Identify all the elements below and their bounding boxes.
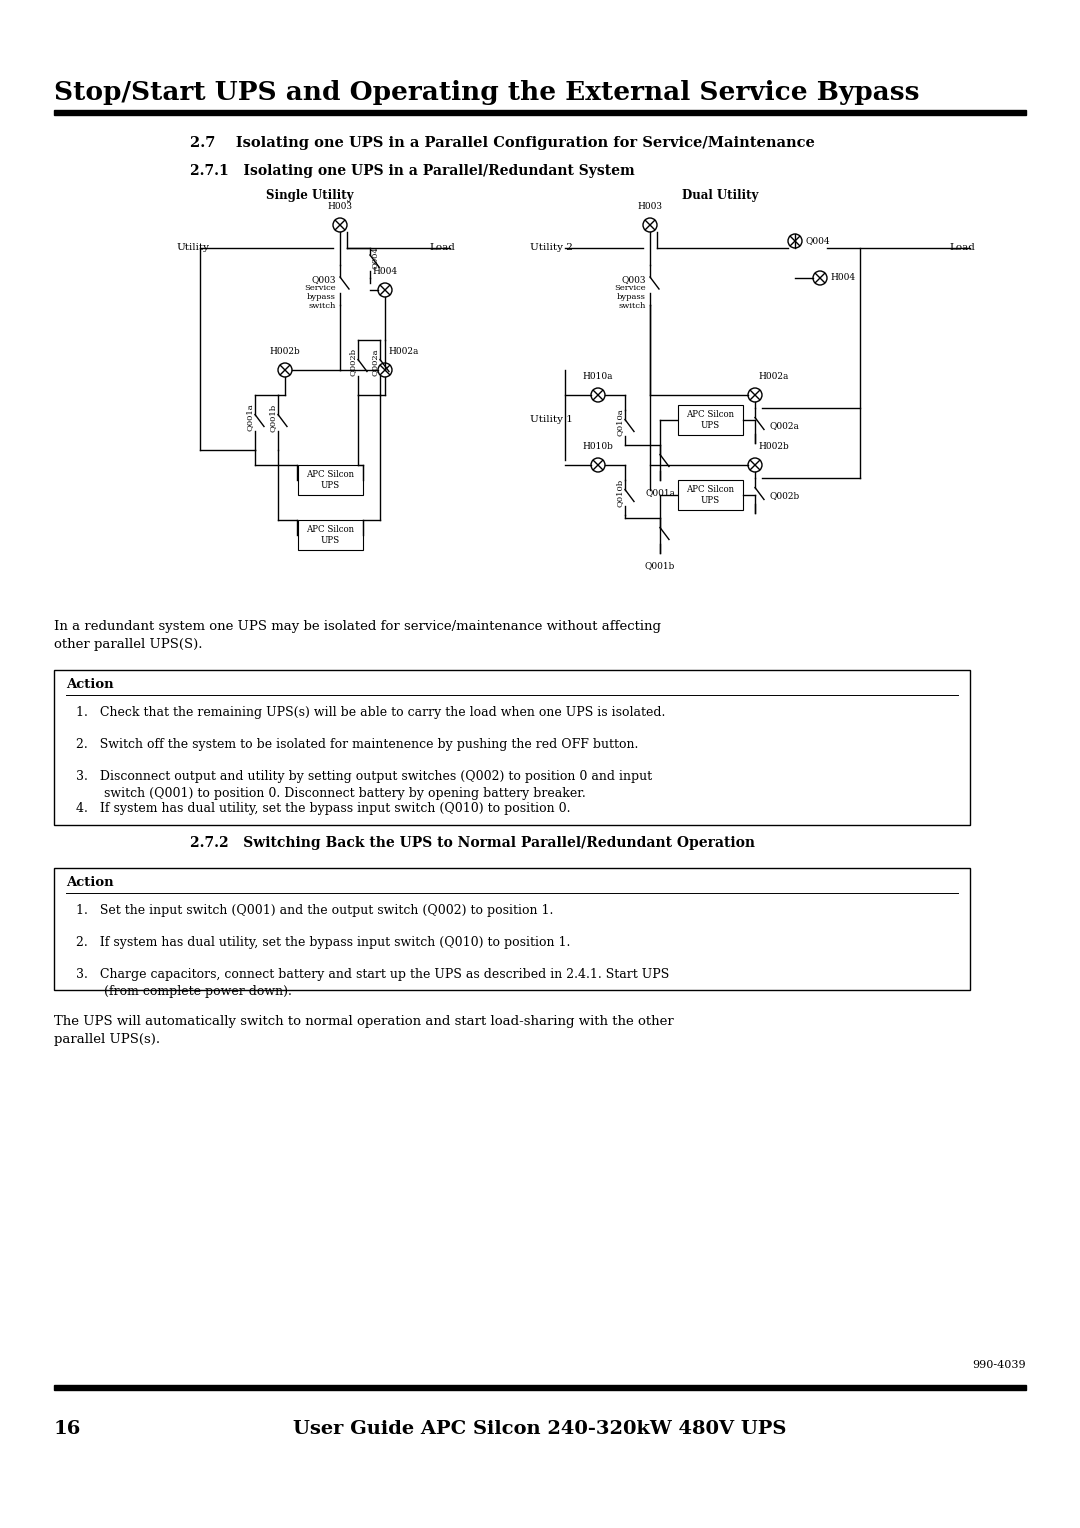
Text: Utility 2: Utility 2 — [530, 243, 572, 252]
Text: Q001b: Q001b — [645, 561, 675, 570]
Text: Load: Load — [949, 243, 975, 252]
Text: APC Silcon
UPS: APC Silcon UPS — [306, 526, 354, 544]
Text: Q010a: Q010a — [616, 408, 624, 437]
Text: Stop/Start UPS and Operating the External Service Bypass: Stop/Start UPS and Operating the Externa… — [54, 79, 919, 105]
Text: 2.7    Isolating one UPS in a Parallel Configuration for Service/Maintenance: 2.7 Isolating one UPS in a Parallel Conf… — [190, 136, 815, 150]
Text: H004: H004 — [831, 274, 855, 283]
Text: H004: H004 — [373, 267, 397, 277]
Text: H002b: H002b — [758, 442, 788, 451]
Text: APC Silcon
UPS: APC Silcon UPS — [686, 411, 734, 429]
Text: 16: 16 — [54, 1420, 81, 1438]
Text: Utility 1: Utility 1 — [530, 416, 572, 425]
Text: H002a: H002a — [758, 371, 788, 380]
Text: H010b: H010b — [582, 442, 613, 451]
Bar — [677, 480, 743, 510]
Text: Service
bypass
switch: Service bypass switch — [305, 284, 336, 310]
Text: Action: Action — [66, 876, 113, 889]
Text: 990-4039: 990-4039 — [972, 1360, 1026, 1371]
Text: 1.   Set the input switch (Q001) and the output switch (Q002) to position 1.: 1. Set the input switch (Q001) and the o… — [76, 905, 553, 917]
Text: H003: H003 — [637, 202, 662, 211]
Text: Q002b: Q002b — [349, 348, 357, 376]
Text: 3.   Disconnect output and utility by setting output switches (Q002) to position: 3. Disconnect output and utility by sett… — [76, 770, 652, 799]
Text: 2.7.2   Switching Back the UPS to Normal Parallel/Redundant Operation: 2.7.2 Switching Back the UPS to Normal P… — [190, 836, 755, 850]
Text: H003: H003 — [327, 202, 352, 211]
Text: Q003: Q003 — [621, 275, 646, 284]
Text: Load: Load — [429, 243, 455, 252]
Text: The UPS will automatically switch to normal operation and start load-sharing wit: The UPS will automatically switch to nor… — [54, 1015, 674, 1047]
Text: APC Silcon
UPS: APC Silcon UPS — [306, 471, 354, 489]
Text: Q001b: Q001b — [269, 403, 276, 431]
Text: H002a: H002a — [388, 347, 418, 356]
Text: In a redundant system one UPS may be isolated for service/maintenance without af: In a redundant system one UPS may be iso… — [54, 620, 661, 651]
Text: Q004: Q004 — [805, 237, 829, 246]
Bar — [54, 868, 970, 990]
Text: Action: Action — [66, 678, 113, 691]
Text: 1.   Check that the remaining UPS(s) will be able to carry the load when one UPS: 1. Check that the remaining UPS(s) will … — [76, 706, 665, 720]
Bar — [297, 520, 363, 550]
Bar — [54, 110, 1026, 115]
Text: Q001a: Q001a — [246, 403, 254, 431]
Text: 2.   Switch off the system to be isolated for maintenence by pushing the red OFF: 2. Switch off the system to be isolated … — [76, 738, 638, 750]
Text: 3.   Charge capacitors, connect battery and start up the UPS as described in 2.4: 3. Charge capacitors, connect battery an… — [76, 969, 670, 998]
Bar — [297, 465, 363, 495]
Text: Dual Utility: Dual Utility — [681, 189, 758, 202]
Text: H010a: H010a — [583, 371, 613, 380]
Text: APC Silcon
UPS: APC Silcon UPS — [686, 486, 734, 504]
Text: Service
bypass
switch: Service bypass switch — [615, 284, 646, 310]
Text: 4.   If system has dual utility, set the bypass input switch (Q010) to position : 4. If system has dual utility, set the b… — [76, 802, 570, 814]
Bar — [677, 405, 743, 435]
Text: Q010b: Q010b — [616, 478, 624, 507]
Text: 2.   If system has dual utility, set the bypass input switch (Q010) to position : 2. If system has dual utility, set the b… — [76, 937, 570, 949]
Text: Single Utility: Single Utility — [267, 189, 354, 202]
Text: Utility: Utility — [176, 243, 210, 252]
Text: Q004: Q004 — [372, 246, 379, 269]
Text: Q002a: Q002a — [769, 422, 799, 429]
Bar — [54, 1384, 1026, 1390]
Text: Q001a: Q001a — [645, 487, 675, 497]
Text: User Guide APC Silcon 240-320kW 480V UPS: User Guide APC Silcon 240-320kW 480V UPS — [294, 1420, 786, 1438]
Text: Q002b: Q002b — [769, 490, 799, 500]
Text: Q003: Q003 — [311, 275, 336, 284]
Bar — [54, 669, 970, 825]
Text: Q002a: Q002a — [372, 348, 379, 376]
Text: H002b: H002b — [270, 347, 300, 356]
Text: 2.7.1   Isolating one UPS in a Parallel/Redundant System: 2.7.1 Isolating one UPS in a Parallel/Re… — [190, 163, 635, 177]
